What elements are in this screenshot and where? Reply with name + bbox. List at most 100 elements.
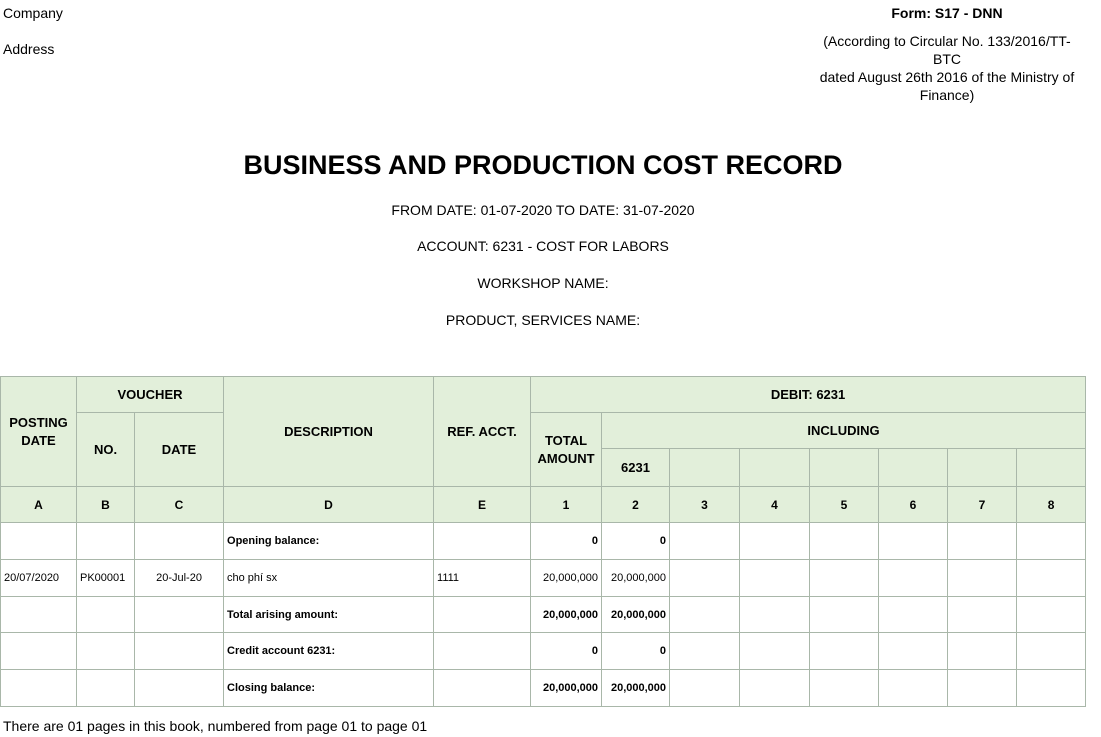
cell: [133, 522, 225, 560]
header-cell: REF. ACCT.: [433, 376, 532, 487]
circular-note: (According to Circular No. 133/2016/TT-B…: [812, 32, 1082, 104]
cell: [947, 522, 1018, 560]
header-cell: [809, 448, 880, 487]
cell: [878, 669, 949, 707]
cell: [76, 669, 135, 707]
cell: [433, 669, 532, 707]
cell: [669, 559, 741, 597]
cell: [669, 522, 741, 560]
cell: Total arising amount:: [223, 596, 435, 633]
cell: [133, 632, 225, 670]
header-cell: INCLUDING: [601, 412, 1087, 449]
cell: [76, 632, 135, 670]
cell: 0: [530, 522, 603, 560]
header-cell: 6231: [601, 448, 671, 487]
cell: Closing balance:: [223, 669, 435, 707]
column-code: B: [76, 486, 135, 523]
cell: [1016, 632, 1087, 670]
column-code: E: [433, 486, 532, 523]
cell: 20,000,000: [601, 669, 671, 707]
cell: Opening balance:: [223, 522, 435, 560]
cell: [0, 632, 77, 670]
cell: 20,000,000: [530, 559, 603, 597]
cell: [947, 632, 1018, 670]
cell: [809, 669, 880, 707]
cell: [1016, 669, 1087, 707]
cell: [878, 632, 949, 670]
cell: [0, 596, 77, 633]
cell: [133, 669, 225, 707]
cell: [0, 669, 77, 707]
cell: [0, 522, 77, 560]
cell: [739, 632, 811, 670]
address: Address: [3, 41, 55, 57]
cell: 20-Jul-20: [133, 559, 225, 597]
header-cell: DESCRIPTION: [223, 376, 435, 487]
cell: [433, 596, 532, 633]
data-row: Total arising amount: 20,000,000 20,000,00…: [0, 596, 1087, 633]
cell: cho phí sx: [223, 559, 435, 597]
table-body: A B C D E 1 2 3 4 5 6 7 8 Opening balance: 0 0 20/07/202…: [0, 486, 1087, 707]
header-cell: [669, 448, 741, 487]
cell: [1016, 559, 1087, 597]
column-code: 5: [809, 486, 880, 523]
cell: [433, 632, 532, 670]
cell: [809, 559, 880, 597]
cell: 20/07/2020: [0, 559, 77, 597]
header-cell: [1016, 448, 1087, 487]
cell: 0: [530, 632, 603, 670]
cell: [947, 669, 1018, 707]
column-code: 6: [878, 486, 949, 523]
subtitle: PRODUCT, SERVICES NAME:: [445, 312, 641, 328]
circular-line: (According to Circular No. 133/2016/TT-B…: [823, 33, 1071, 67]
data-row: Credit account 6231: 0 0: [0, 632, 1087, 670]
cell: 20,000,000: [530, 669, 603, 707]
header-cell: [947, 448, 1018, 487]
cell: [669, 632, 741, 670]
cell: [739, 669, 811, 707]
cell: 20,000,000: [530, 596, 603, 633]
header-cell: POSTING DATE: [0, 376, 77, 487]
subtitle: FROM DATE: 01-07-2020 TO DATE: 31-07-202…: [391, 202, 695, 218]
header-cell: DATE: [133, 412, 225, 487]
company: Company: [3, 5, 63, 21]
data-row: Closing balance: 20,000,000 20,000,000: [0, 669, 1087, 707]
cell: [878, 559, 949, 597]
form-code: Form: S17 - DNN: [891, 5, 1003, 21]
header-cell: NO.: [76, 412, 135, 487]
cell: [133, 596, 225, 633]
title: BUSINESS AND PRODUCTION COST RECORD: [243, 150, 843, 180]
cell: 20,000,000: [601, 559, 671, 597]
column-code: C: [133, 486, 225, 523]
cell: 0: [601, 632, 671, 670]
cell: 20,000,000: [601, 596, 671, 633]
data-row: 20/07/2020 PK00001 20-Jul-20 cho phí sx 1111…: [0, 559, 1087, 597]
cell: [739, 559, 811, 597]
subtitle: WORKSHOP NAME:: [477, 275, 609, 291]
column-code: 1: [530, 486, 603, 523]
cell: [669, 596, 741, 633]
cell: [809, 596, 880, 633]
cell: PK00001: [76, 559, 135, 597]
header-cell: DEBIT: 6231: [530, 376, 1087, 413]
cell: [669, 669, 741, 707]
subtitle: ACCOUNT: 6231 - COST FOR LABORS: [417, 238, 669, 254]
header-cell: [878, 448, 949, 487]
cell: [809, 632, 880, 670]
cell: [878, 522, 949, 560]
cost-table: POSTING DATE VOUCHER DESCRIPTION REF. AC…: [0, 376, 1087, 707]
cell: [878, 596, 949, 633]
cell: [433, 522, 532, 560]
data-row: Opening balance: 0 0: [0, 522, 1087, 560]
cell: [76, 522, 135, 560]
cell: [947, 559, 1018, 597]
cell: [1016, 596, 1087, 633]
column-code: 4: [739, 486, 811, 523]
cell: [809, 522, 880, 560]
cell: 1111: [433, 559, 532, 597]
column-code: 7: [947, 486, 1018, 523]
column-code: A: [0, 486, 77, 523]
header-cell: [739, 448, 811, 487]
